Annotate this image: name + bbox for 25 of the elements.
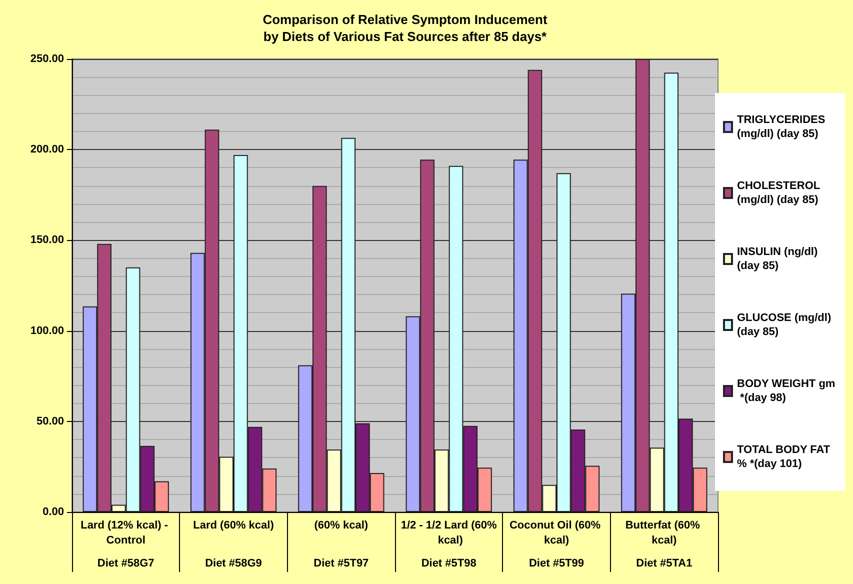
x-tick-label: Lard (12% kcal) - Control — [80, 520, 172, 546]
legend-label: TRIGLYCERIDES (mg/dl) (day 85) — [737, 114, 828, 140]
legend-label: BODY WEIGHT gm *(day 98) — [737, 378, 836, 404]
x-tick-label: 1/2 - 1/2 Lard (60% kcal) — [400, 520, 498, 546]
x-tick-label: Butterfat (60% kcal) — [625, 520, 703, 546]
text: Diet #5T97 — [314, 558, 369, 570]
y-tick-label: 0.00 — [42, 506, 64, 518]
text: Diet #5T98 — [421, 558, 476, 570]
y-tick-label: 150.00 — [30, 234, 64, 246]
text: Diet #58G7 — [97, 558, 154, 570]
y-tick-label: 100.00 — [30, 324, 64, 337]
y-tick-label: 200.00 — [30, 144, 64, 156]
text: Diet #58G9 — [205, 558, 262, 570]
legend-label: GLUCOSE (mg/dl) (day 85) — [737, 312, 834, 338]
y-tick-label: 50.00 — [36, 415, 64, 428]
y-tick-label: 250.00 — [30, 53, 64, 65]
legend-label: CHOLESTEROL (mg/dl) (day 85) — [737, 180, 823, 206]
legend-label: TOTAL BODY FAT % *(day 101) — [737, 444, 834, 470]
text: Diet #5TA1 — [636, 558, 692, 570]
x-tick-label: Coconut Oil (60% kcal) — [509, 520, 604, 546]
x-tick-label: (60% kcal) — [314, 520, 368, 532]
x-tick-label: Lard (60% kcal) — [193, 520, 274, 532]
text: Diet #5T99 — [528, 558, 584, 570]
chart-title: Comparison of Relative Symptom Inducement by Diets of Various Fat Sources after 85 days* — [262, 12, 548, 44]
legend-label: INSULIN (ng/dl) (day 85) — [737, 246, 821, 272]
